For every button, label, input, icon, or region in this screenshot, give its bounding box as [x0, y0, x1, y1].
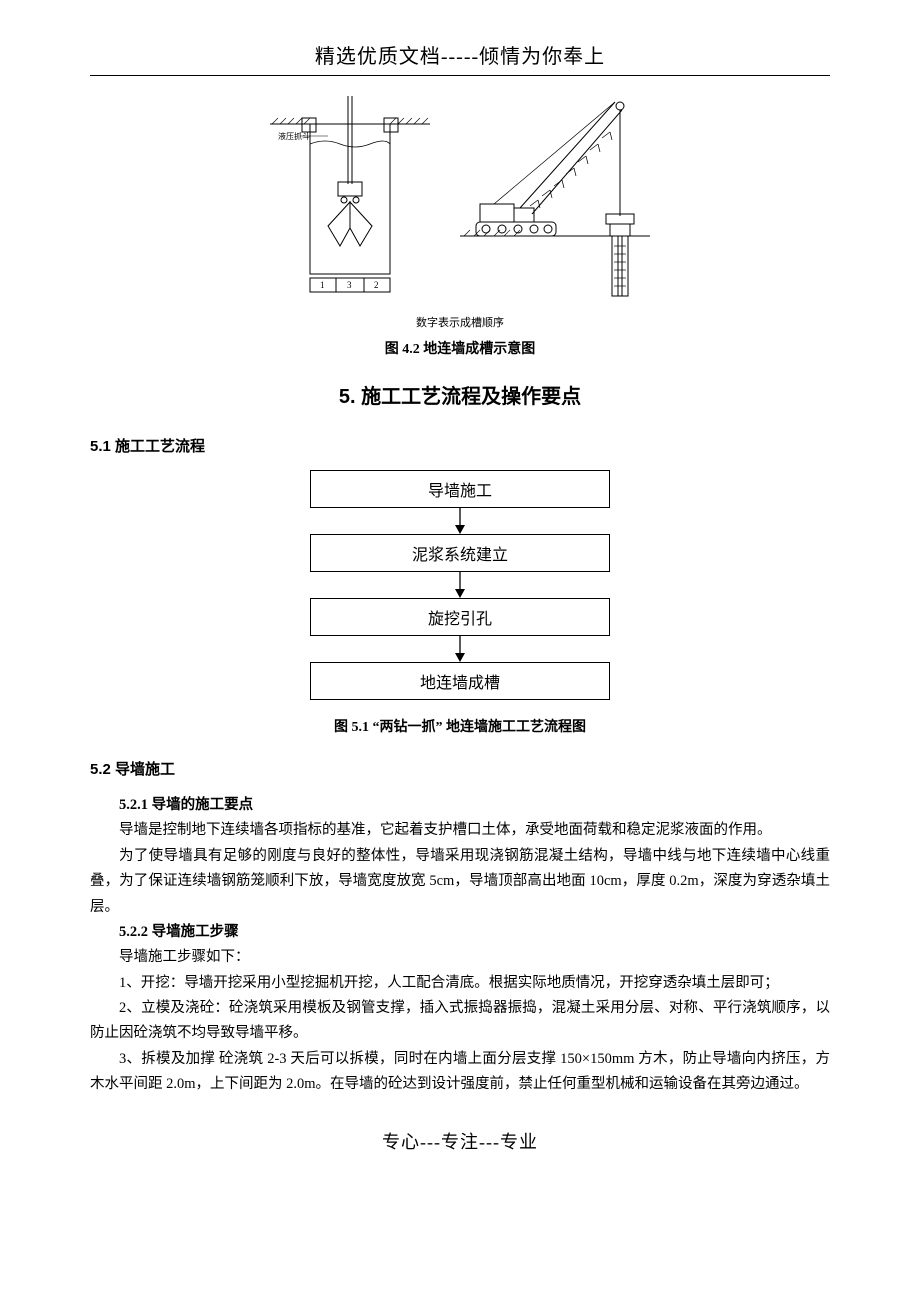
heading-5-2-1: 5.2.1 导墙的施工要点	[90, 793, 830, 818]
page-footer: 专心---专注---专业	[90, 1128, 830, 1154]
figure-4-2: 液压抓斗 1 3 2	[270, 96, 650, 306]
svg-text:液压抓斗: 液压抓斗	[278, 131, 310, 141]
body-paragraph: 2、立模及浇砼：砼浇筑采用模板及钢管支撑，插入式振捣器振捣，混凝土采用分层、对称…	[90, 996, 830, 1047]
section-5-title: 5. 施工工艺流程及操作要点	[90, 380, 830, 409]
flow-step-1: 导墙施工	[310, 470, 610, 508]
flow-step-4: 地连墙成槽	[310, 662, 610, 700]
body-paragraph: 1、开挖：导墙开挖采用小型挖掘机开挖，人工配合清底。根据实际地质情况，开挖穿透杂…	[90, 971, 830, 996]
heading-5-2: 5.2 导墙施工	[90, 758, 830, 779]
figure-5-1-caption: 图 5.1 “两钻一抓” 地连墙施工工艺流程图	[90, 716, 830, 736]
figure-4-2-caption: 图 4.2 地连墙成槽示意图	[90, 338, 830, 358]
flow-arrow-icon	[453, 572, 467, 598]
svg-text:3: 3	[347, 280, 352, 290]
flow-step-3: 旋挖引孔	[310, 598, 610, 636]
crane-drill-icon	[460, 96, 650, 306]
flow-step-2: 泥浆系统建立	[310, 534, 610, 572]
page-header: 精选优质文档-----倾情为你奉上	[90, 40, 830, 76]
heading-5-2-2: 5.2.2 导墙施工步骤	[90, 920, 830, 945]
svg-text:1: 1	[320, 280, 325, 290]
svg-text:2: 2	[374, 280, 379, 290]
body-paragraph: 导墙施工步骤如下：	[90, 945, 830, 970]
grab-trench-icon: 液压抓斗 1 3 2	[270, 96, 430, 306]
heading-5-1: 5.1 施工工艺流程	[90, 435, 830, 456]
body-paragraph: 为了使导墙具有足够的刚度与良好的整体性，导墙采用现浇钢筋混凝土结构，导墙中线与地…	[90, 844, 830, 920]
body-paragraph: 导墙是控制地下连续墙各项指标的基准，它起着支护槽口土体，承受地面荷载和稳定泥浆液…	[90, 818, 830, 843]
flowchart-5-1: 导墙施工 泥浆系统建立 旋挖引孔 地连墙成槽	[310, 470, 610, 700]
figure-4-2-subcaption: 数字表示成槽顺序	[90, 314, 830, 330]
body-paragraph: 3、拆模及加撑 砼浇筑 2-3 天后可以拆模，同时在内墙上面分层支撑 150×1…	[90, 1047, 830, 1098]
flow-arrow-icon	[453, 636, 467, 662]
flow-arrow-icon	[453, 508, 467, 534]
